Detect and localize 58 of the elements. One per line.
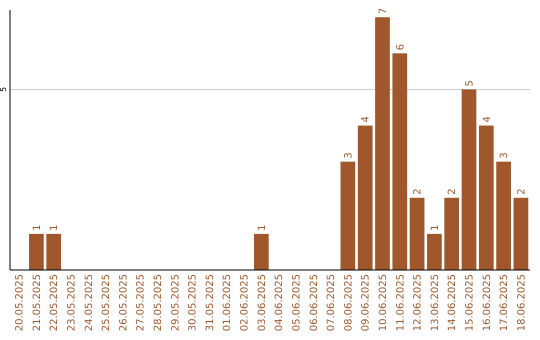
x-tick-label: 18.06.2025 — [516, 274, 528, 332]
x-tick-label: 12.06.2025 — [412, 274, 424, 332]
x-tick-label: 22.05.2025 — [49, 274, 60, 332]
bar — [444, 198, 460, 270]
bar — [410, 198, 424, 270]
x-tick-label: 01.06.2025 — [222, 274, 234, 332]
data-label: 4 — [482, 116, 493, 123]
data-label: 2 — [447, 188, 458, 195]
x-tick-label: 31.05.2025 — [204, 274, 216, 332]
x-tick-label: 03.06.2025 — [256, 274, 268, 332]
x-tick-label: 16.06.2025 — [482, 274, 493, 332]
data-label: 4 — [360, 116, 372, 123]
data-label: 5 — [464, 80, 476, 86]
bar — [375, 17, 390, 270]
x-tick-label: 14.06.2025 — [447, 274, 458, 332]
x-tick-label: 08.06.2025 — [343, 274, 354, 332]
x-tick-label: 07.06.2025 — [326, 274, 338, 332]
x-tick-label: 27.05.2025 — [136, 274, 147, 332]
bar — [392, 53, 408, 270]
data-label: 2 — [516, 188, 528, 195]
x-tick-label: 17.06.2025 — [499, 274, 510, 332]
x-tick-label: 13.06.2025 — [430, 274, 441, 332]
x-tick-label: 23.05.2025 — [66, 274, 78, 332]
data-label: 6 — [395, 44, 406, 50]
x-tick-label: 05.06.2025 — [291, 274, 302, 332]
x-tick-label: 26.05.2025 — [118, 274, 130, 332]
x-tick-label: 30.05.2025 — [188, 274, 199, 332]
bar — [358, 126, 373, 270]
data-label: 1 — [49, 224, 60, 231]
data-label: 1 — [430, 224, 441, 231]
x-tick-label: 06.06.2025 — [308, 274, 320, 332]
bar — [478, 126, 494, 270]
x-tick-label: 10.06.2025 — [378, 274, 389, 332]
bar — [254, 234, 269, 270]
bar — [496, 162, 511, 270]
data-label: 1 — [32, 224, 43, 231]
bar — [29, 234, 44, 270]
bar — [340, 162, 356, 270]
bar — [462, 89, 476, 270]
x-tick-label: 20.05.2025 — [14, 274, 26, 332]
x-tick-label: 15.06.2025 — [464, 274, 476, 332]
x-tick-label: 21.05.2025 — [32, 274, 43, 332]
x-tick-label: 25.05.2025 — [101, 274, 112, 332]
x-tick-label: 04.06.2025 — [274, 274, 286, 332]
data-label: 2 — [412, 188, 424, 195]
bar — [46, 234, 62, 270]
x-tick-label: 24.05.2025 — [84, 274, 95, 332]
data-label: 3 — [343, 152, 354, 159]
x-tick-label: 29.05.2025 — [170, 274, 182, 332]
bar — [514, 198, 528, 270]
data-label: 3 — [499, 152, 510, 159]
x-tick-label: 11.06.2025 — [395, 274, 406, 332]
data-label: 1 — [256, 224, 268, 231]
x-tick-label: 02.06.2025 — [240, 274, 251, 332]
bar — [427, 234, 442, 270]
data-label: 7 — [378, 8, 389, 14]
x-tick-label: 28.05.2025 — [153, 274, 164, 332]
x-tick-label: 09.06.2025 — [360, 274, 372, 332]
